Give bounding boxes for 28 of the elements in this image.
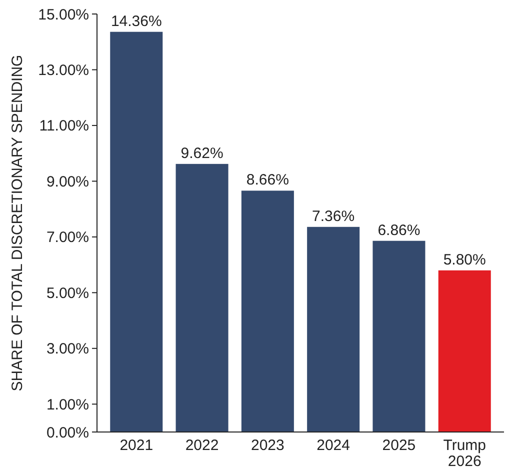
data-label: 7.36% xyxy=(312,208,355,225)
y-tick-label: 11.00% xyxy=(39,118,89,135)
y-axis-title: SHARE OF TOTAL DISCRETIONARY SPENDING xyxy=(9,54,26,392)
y-tick-label: 13.00% xyxy=(38,62,89,79)
bar xyxy=(372,240,426,432)
bar xyxy=(176,164,228,432)
x-tick-label: 2021 xyxy=(120,437,154,454)
y-tick-label: 9.00% xyxy=(46,173,89,190)
data-label: 8.66% xyxy=(246,172,289,189)
y-tick-label: 1.00% xyxy=(46,396,89,414)
bar xyxy=(438,270,491,432)
y-tick-label: 15.00% xyxy=(38,6,89,24)
x-tick-label: 2022 xyxy=(185,437,219,454)
x-tick-label: 2023 xyxy=(250,437,284,454)
x-tick-label: 2025 xyxy=(382,437,416,454)
x-tick-label: Trump 2026 xyxy=(443,437,486,470)
bar xyxy=(307,226,360,432)
data-label: 5.80% xyxy=(443,251,486,268)
x-tick-label: 2024 xyxy=(316,437,350,454)
y-tick-label: 7.00% xyxy=(46,229,89,246)
y-tick-label: 0.00% xyxy=(46,424,89,442)
data-label: 14.36% xyxy=(110,12,162,30)
y-tick-label: 5.00% xyxy=(46,284,89,302)
data-label: 6.86% xyxy=(378,222,420,239)
y-tick-label: 3.00% xyxy=(46,340,89,358)
bar xyxy=(241,190,294,432)
bar xyxy=(110,32,163,432)
data-label: 9.62% xyxy=(180,144,224,162)
